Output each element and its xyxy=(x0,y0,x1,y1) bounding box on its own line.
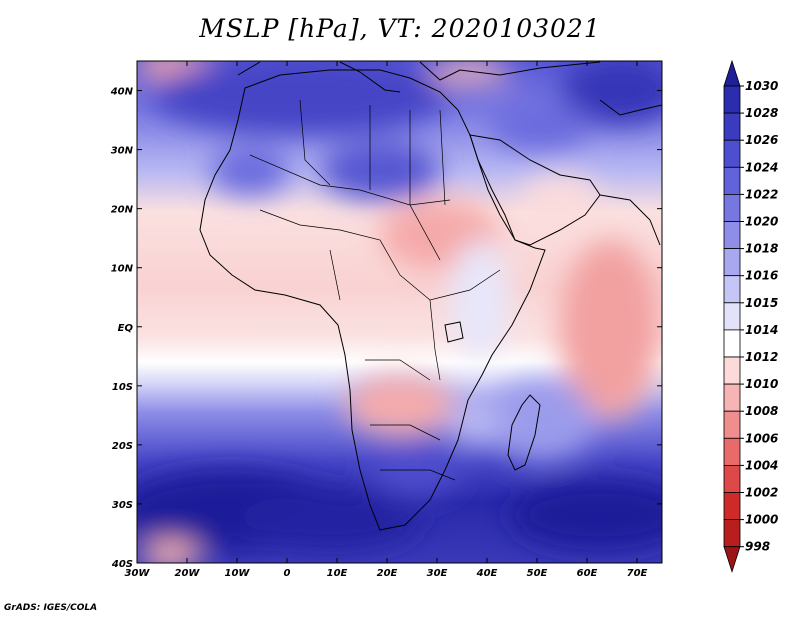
madagascar-coastline xyxy=(507,394,541,471)
colorbar-swatch xyxy=(723,519,741,548)
colorbar-swatch xyxy=(723,492,741,521)
colorbar-swatch xyxy=(723,464,741,493)
colorbar-swatch xyxy=(723,302,741,331)
axis-layer: 30W 20W 10W 0 10E 20E 30E 40E 50E 60E 70E 40N 30N 20N… xyxy=(110,61,662,579)
africa-coastline xyxy=(199,69,546,531)
colorbar-label: 1000 xyxy=(745,513,778,527)
country-borders xyxy=(249,99,501,481)
colorbar-label: 1014 xyxy=(745,323,778,337)
colorbar-label: 1012 xyxy=(745,350,778,364)
colorbar-label: 1008 xyxy=(745,404,778,418)
colorbar-swatch xyxy=(723,193,741,222)
lon-label: 0 xyxy=(284,568,291,579)
lat-label: EQ xyxy=(118,323,134,334)
colorbar-label: 1004 xyxy=(745,458,778,472)
colorbar-swatch xyxy=(723,139,741,168)
colorbar-swatch xyxy=(723,221,741,250)
colorbar-swatch xyxy=(723,112,741,141)
colorbar-swatch xyxy=(723,383,741,412)
colorbar-label: 1020 xyxy=(745,215,778,229)
colorbar-swatch xyxy=(723,410,741,439)
lon-label: 60E xyxy=(577,568,598,579)
colorbar-label: 1024 xyxy=(745,160,778,174)
lat-label: 30S xyxy=(112,500,133,511)
colorbar-label: 1018 xyxy=(745,242,778,256)
colorbar-swatch xyxy=(723,275,741,304)
lat-label: 30N xyxy=(111,146,134,157)
colorbar-swatch xyxy=(723,248,741,277)
map-frame xyxy=(136,60,663,564)
colorbar-label: 998 xyxy=(745,540,770,554)
lon-label: 10E xyxy=(327,568,348,579)
lon-label: 20W xyxy=(175,568,201,579)
colorbar: 1030 1028 1026 1024 1022 1020 1018 1016 1015 1014… xyxy=(723,59,778,574)
colorbar-label: 1015 xyxy=(745,296,778,310)
arabia-coastline xyxy=(469,134,601,246)
lat-label: 10N xyxy=(111,264,134,275)
lon-label: 20E xyxy=(377,568,398,579)
lon-label: 10W xyxy=(225,568,251,579)
pressure-field xyxy=(137,61,662,563)
colorbar-label: 1010 xyxy=(745,377,778,391)
colorbar-bottom-arrow xyxy=(723,546,741,574)
colorbar-label: 1028 xyxy=(745,106,778,120)
colorbar-swatch xyxy=(723,356,741,385)
lon-label: 30W xyxy=(125,568,151,579)
lon-label: 50E xyxy=(527,568,548,579)
colorbar-label: 1002 xyxy=(745,486,778,500)
lat-label: 20N xyxy=(111,205,134,216)
lat-label: 20S xyxy=(112,441,133,452)
lon-label: 30E xyxy=(427,568,448,579)
colorbar-label: 1026 xyxy=(745,133,778,147)
map-title: MSLP [hPa], VT: 2020103021 xyxy=(199,14,601,43)
colorbar-swatch xyxy=(723,437,741,466)
colorbar-label: 1016 xyxy=(745,269,778,283)
lat-label: 40S xyxy=(111,559,133,570)
lon-label: 40E xyxy=(476,568,498,579)
colorbar-top-arrow xyxy=(723,59,741,87)
colorbar-swatch xyxy=(723,85,741,114)
lat-label: 10S xyxy=(112,382,133,393)
lon-label: 70E xyxy=(627,568,648,579)
europe-coastline xyxy=(237,61,662,116)
india-coastline xyxy=(599,194,661,246)
colorbar-label: 1030 xyxy=(745,79,778,93)
lake-victoria xyxy=(444,321,464,343)
colorbar-label: 1006 xyxy=(745,431,778,445)
coastlines xyxy=(199,61,662,531)
credit-text: GrADS: IGES/COLA xyxy=(4,603,98,613)
colorbar-label: 1022 xyxy=(745,187,778,201)
lat-label: 40N xyxy=(110,87,134,98)
colorbar-swatch xyxy=(723,329,741,358)
colorbar-swatch xyxy=(723,166,741,195)
